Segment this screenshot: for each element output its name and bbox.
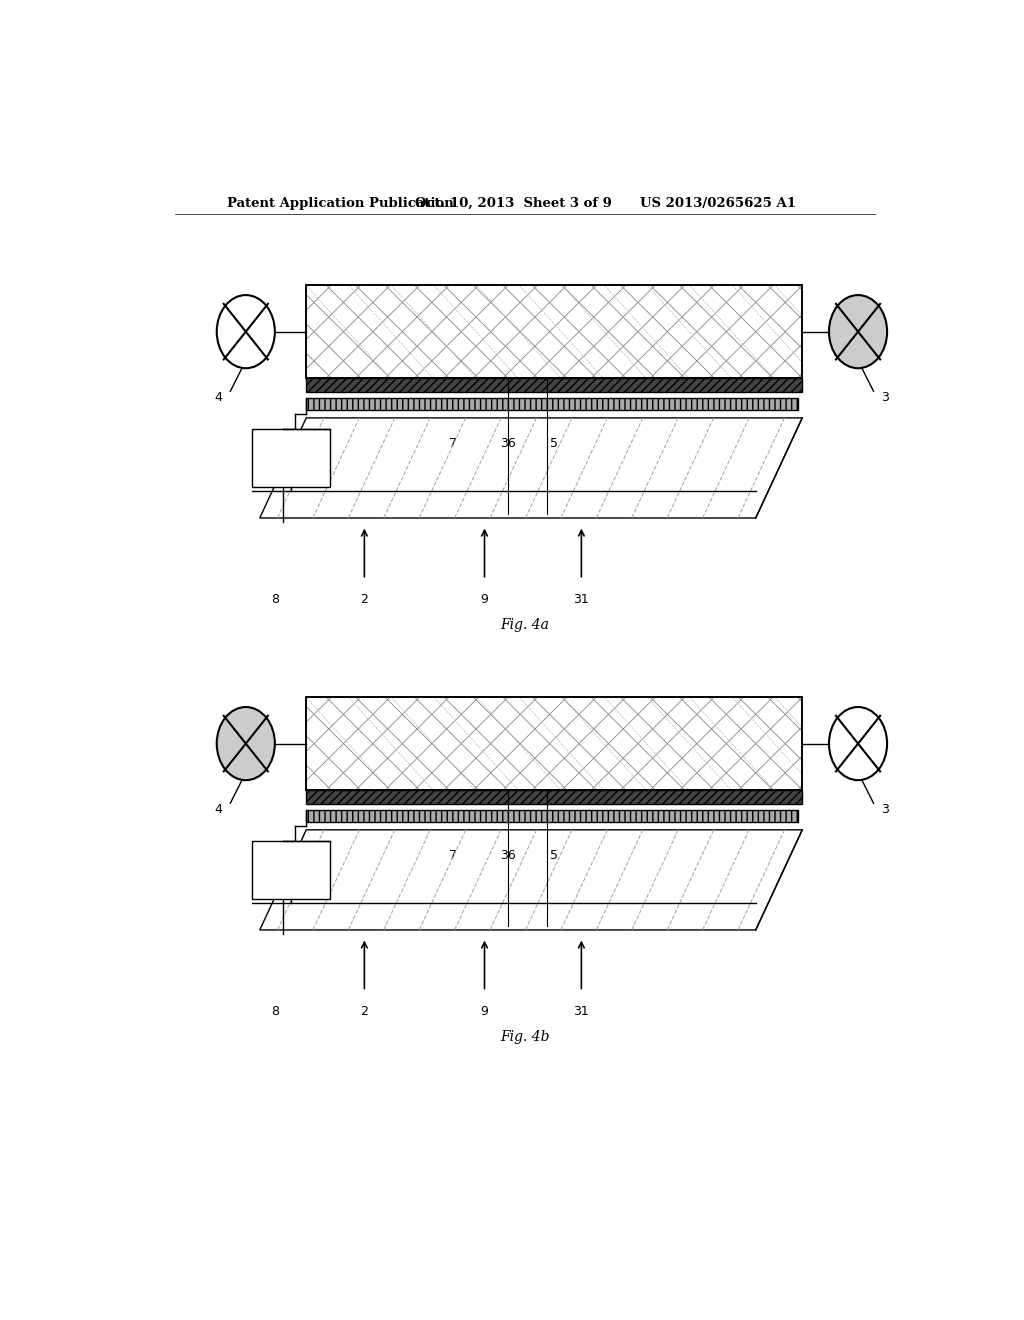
Text: 7: 7: [450, 437, 458, 450]
Bar: [252, 429, 330, 487]
Text: Patent Application Publication: Patent Application Publication: [227, 197, 454, 210]
Bar: [306, 789, 802, 804]
Bar: [306, 397, 799, 411]
Text: 36: 36: [500, 849, 516, 862]
Text: 7: 7: [450, 849, 458, 862]
Text: Oct. 10, 2013  Sheet 3 of 9: Oct. 10, 2013 Sheet 3 of 9: [415, 197, 611, 210]
Text: 8: 8: [271, 594, 280, 606]
Bar: [306, 378, 802, 392]
Ellipse shape: [829, 296, 887, 368]
Bar: [306, 697, 802, 789]
Text: US 2013/0265625 A1: US 2013/0265625 A1: [640, 197, 796, 210]
Text: 3: 3: [882, 391, 889, 404]
Text: Fig. 4b: Fig. 4b: [500, 1030, 550, 1044]
Bar: [306, 285, 802, 378]
Text: 9: 9: [480, 594, 488, 606]
Bar: [306, 697, 802, 789]
Text: 3: 3: [882, 803, 889, 816]
Text: 36: 36: [500, 437, 516, 450]
Text: 4: 4: [215, 391, 222, 404]
Bar: [306, 810, 799, 822]
Text: 4: 4: [215, 803, 222, 816]
Polygon shape: [260, 418, 802, 517]
Text: Fig. 4a: Fig. 4a: [501, 618, 549, 632]
Text: 2: 2: [360, 594, 369, 606]
Ellipse shape: [217, 708, 274, 780]
Ellipse shape: [829, 708, 887, 780]
Text: 31: 31: [573, 594, 589, 606]
Text: 5: 5: [550, 437, 558, 450]
Text: 5: 5: [550, 849, 558, 862]
Bar: [252, 841, 330, 899]
Text: 2: 2: [360, 1006, 369, 1019]
Text: 31: 31: [573, 1006, 589, 1019]
Ellipse shape: [217, 296, 274, 368]
Text: 9: 9: [480, 1006, 488, 1019]
Text: 8: 8: [271, 1006, 280, 1019]
Polygon shape: [260, 830, 802, 929]
Bar: [306, 285, 802, 378]
